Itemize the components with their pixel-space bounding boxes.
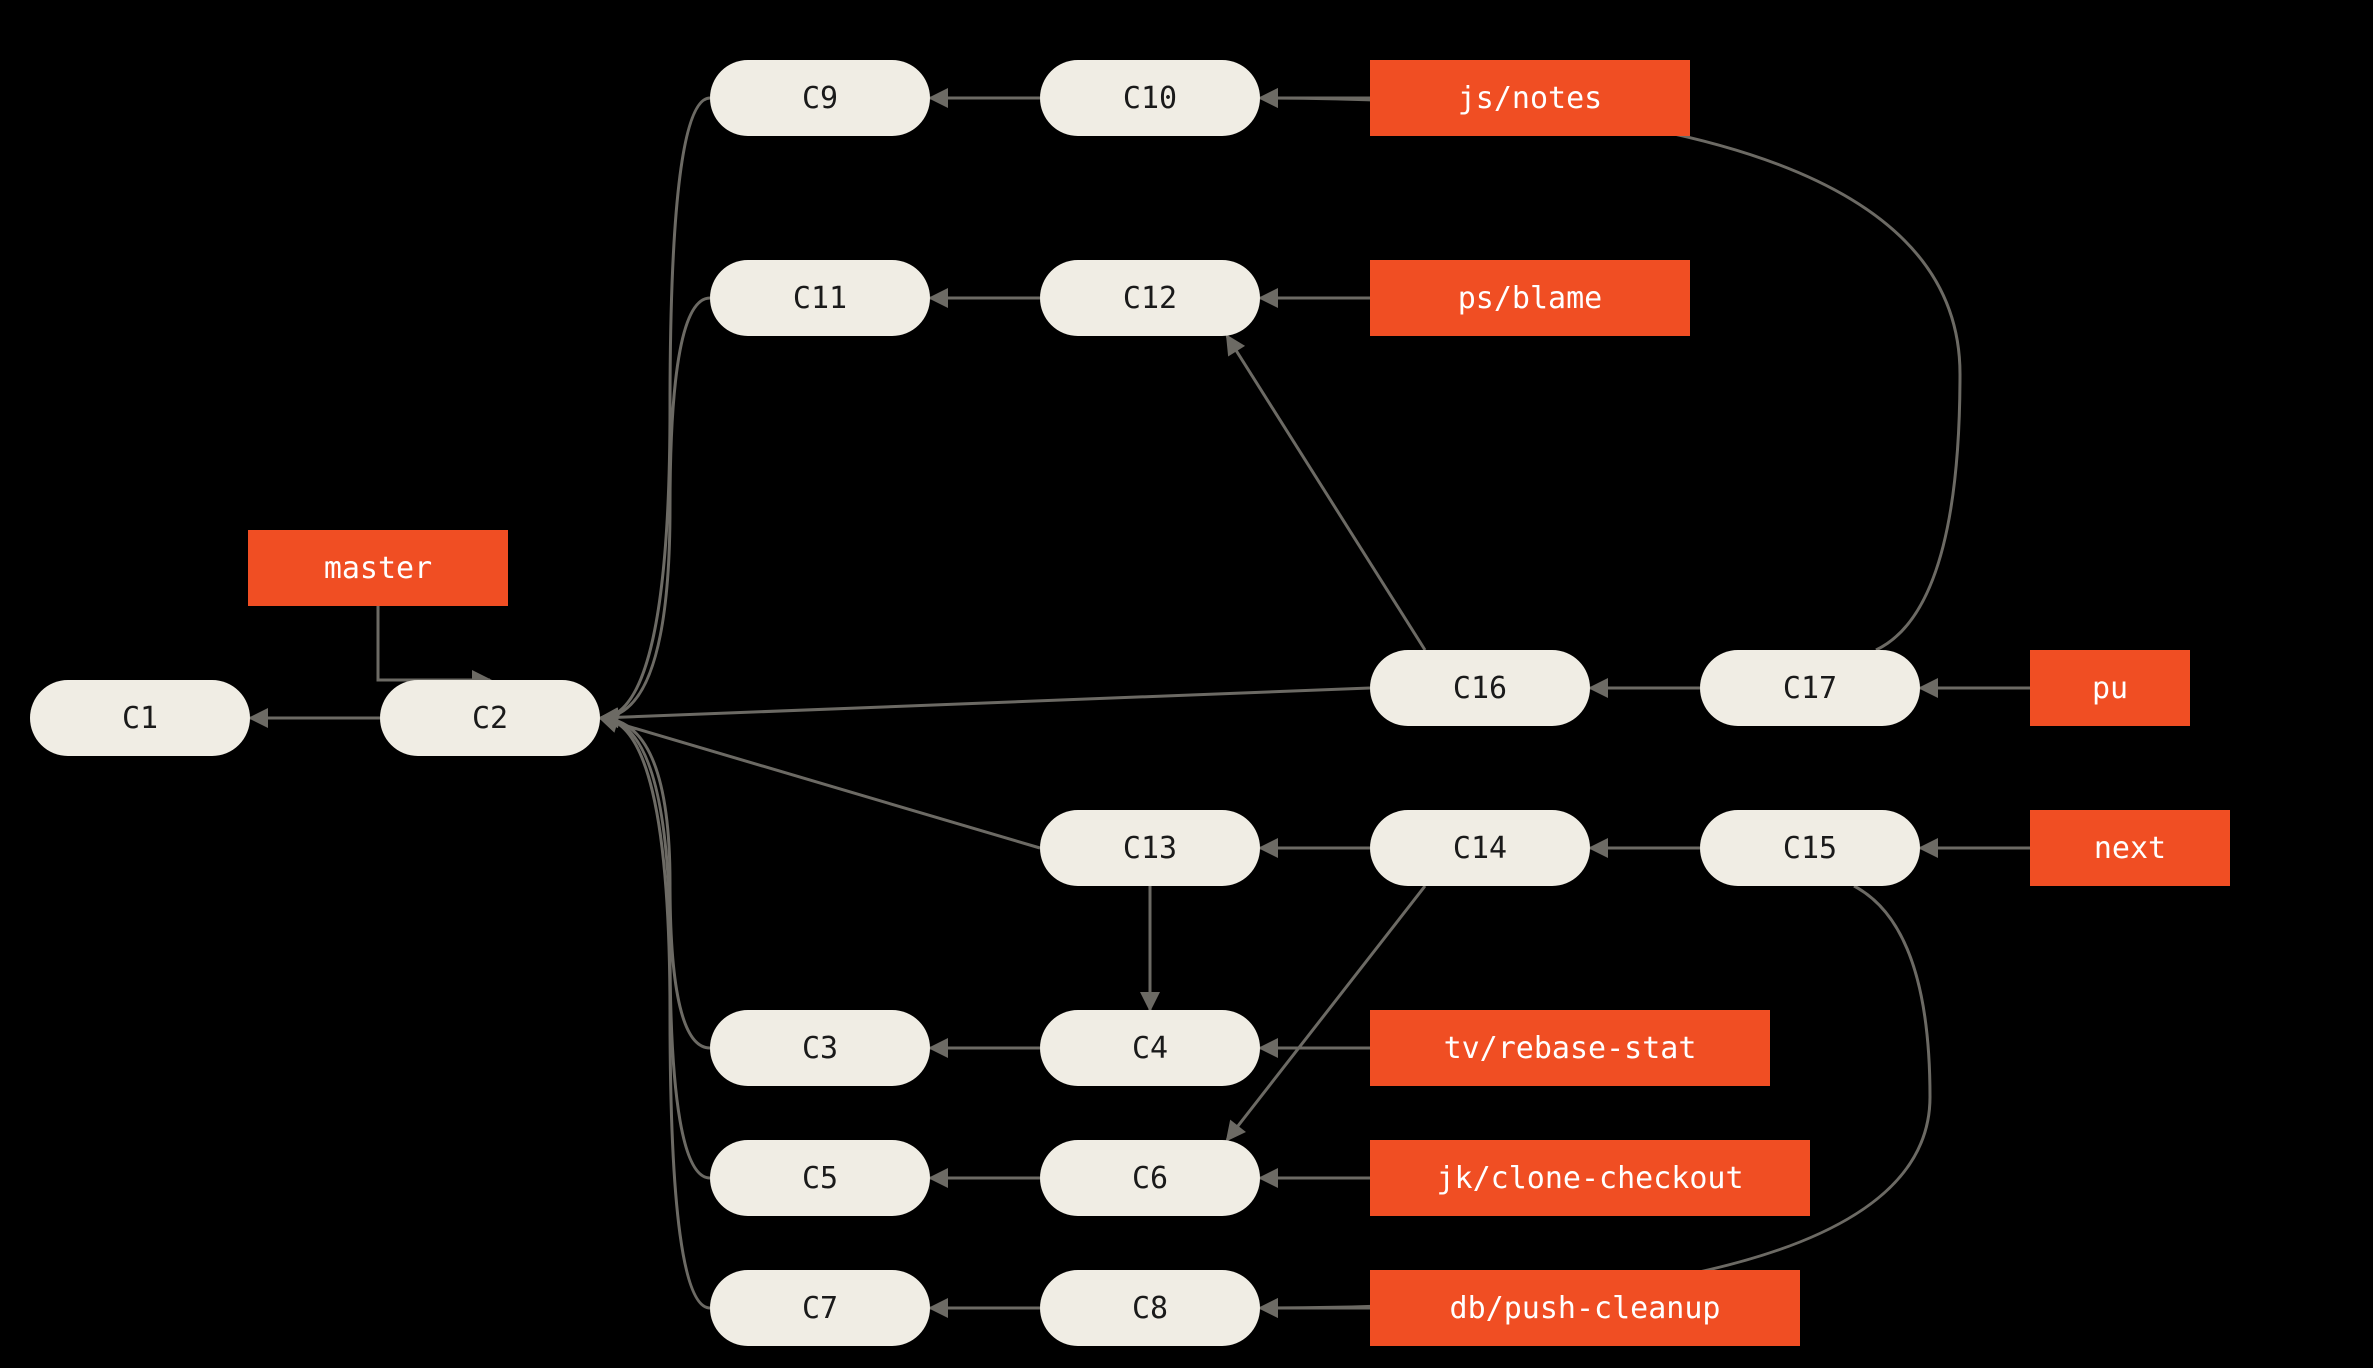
node-text: ps/blame [1458,281,1603,316]
node-text: jk/clone-checkout [1436,1161,1743,1196]
commit-node-c6: C6 [1040,1140,1260,1216]
node-text: C8 [1132,1291,1168,1326]
edge [378,606,490,680]
branch-label-psblame: ps/blame [1370,260,1690,336]
node-text: C17 [1783,671,1837,706]
edge [600,688,1370,718]
edge [600,718,1040,848]
edge [600,98,710,718]
commit-node-c17: C17 [1700,650,1920,726]
commit-node-c5: C5 [710,1140,930,1216]
commit-node-c3: C3 [710,1010,930,1086]
node-text: js/notes [1458,81,1603,116]
node-text: C11 [793,281,847,316]
commit-node-c13: C13 [1040,810,1260,886]
commit-node-c14: C14 [1370,810,1590,886]
branch-label-master: master [248,530,508,606]
branch-label-next: next [2030,810,2230,886]
node-text: C4 [1132,1031,1168,1066]
node-text: C12 [1123,281,1177,316]
node-text: tv/rebase-stat [1444,1031,1697,1066]
node-text: C5 [802,1161,838,1196]
node-text: C1 [122,701,158,736]
node-text: C15 [1783,831,1837,866]
commit-node-c11: C11 [710,260,930,336]
edge [600,718,710,1308]
node-text: C2 [472,701,508,736]
commit-node-c4: C4 [1040,1010,1260,1086]
commit-node-c2: C2 [380,680,600,756]
node-text: master [324,551,432,586]
node-text: next [2094,831,2166,866]
branch-label-dbpush: db/push-cleanup [1370,1270,1800,1346]
branch-label-jkclone: jk/clone-checkout [1370,1140,1810,1216]
node-text: C6 [1132,1161,1168,1196]
edge [600,718,710,1048]
edge [1260,98,1960,650]
node-text: C7 [802,1291,838,1326]
git-graph-diagram: C1 C2 C9 C10 C11 C12 C13 C14 C15 C16 C17 C3 C4 C5 C6 C7… [0,0,2373,1368]
branch-label-tvrebase: tv/rebase-stat [1370,1010,1770,1086]
node-text: C3 [802,1031,838,1066]
commit-node-c9: C9 [710,60,930,136]
node-text: pu [2092,671,2128,706]
commit-node-c12: C12 [1040,260,1260,336]
commit-node-c1: C1 [30,680,250,756]
branch-label-jsnotes: js/notes [1370,60,1690,136]
node-text: C14 [1453,831,1507,866]
node-text: db/push-cleanup [1450,1291,1721,1326]
edge [1260,886,1930,1308]
edge [600,298,710,718]
node-text: C10 [1123,81,1177,116]
commit-node-c15: C15 [1700,810,1920,886]
commit-node-c16: C16 [1370,650,1590,726]
commit-node-c7: C7 [710,1270,930,1346]
commit-node-c10: C10 [1040,60,1260,136]
node-text: C9 [802,81,838,116]
edge [1227,336,1425,650]
node-text: C16 [1453,671,1507,706]
node-text: C13 [1123,831,1177,866]
commit-node-c8: C8 [1040,1270,1260,1346]
branch-label-pu: pu [2030,650,2190,726]
edge [600,718,710,1178]
